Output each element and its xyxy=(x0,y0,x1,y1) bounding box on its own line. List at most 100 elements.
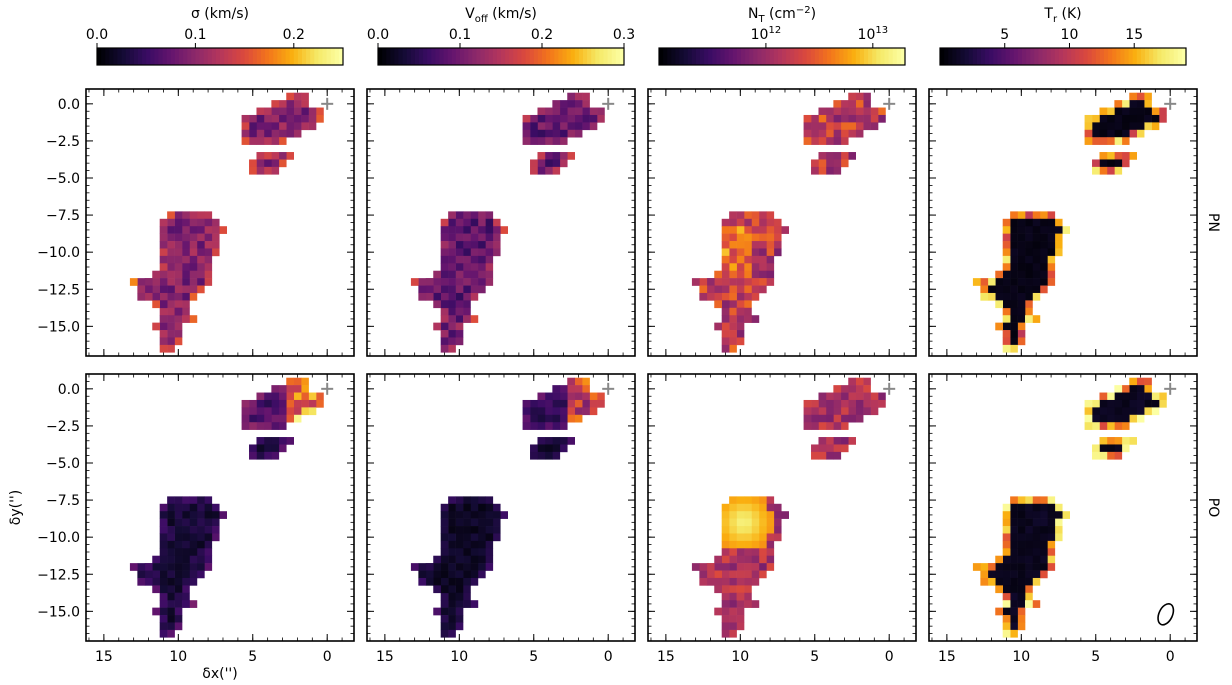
pixel xyxy=(818,152,827,160)
pixel xyxy=(1010,496,1018,505)
colorbar-segment xyxy=(509,48,514,65)
pixel xyxy=(455,241,464,249)
colorbar-frame xyxy=(377,47,625,66)
colorbar-segment xyxy=(261,48,266,65)
colorbar-segment xyxy=(293,48,299,65)
pixel xyxy=(1121,107,1130,116)
pixel xyxy=(729,607,737,616)
pixel xyxy=(271,422,280,430)
colorbar-segment xyxy=(273,48,278,65)
pixel xyxy=(736,263,745,272)
pixel xyxy=(1084,137,1093,145)
pixel xyxy=(433,585,441,594)
colorbar-segment xyxy=(386,48,391,65)
pixel xyxy=(987,577,996,586)
pixel xyxy=(448,248,456,257)
pixel xyxy=(729,211,737,220)
pixel xyxy=(758,496,767,505)
colorbar-segment xyxy=(782,48,787,65)
pixel xyxy=(721,226,730,234)
pixel xyxy=(1032,548,1041,557)
pixel xyxy=(729,322,737,331)
pixel xyxy=(736,518,745,527)
colorbar-segment xyxy=(798,48,803,65)
pixel xyxy=(159,285,168,294)
pixel xyxy=(744,218,752,227)
colorbar-segment xyxy=(566,48,572,65)
pixel xyxy=(574,114,583,123)
pixel xyxy=(189,233,198,242)
pixel xyxy=(144,563,153,571)
colorbar-segment xyxy=(765,48,771,65)
pixel xyxy=(574,377,583,386)
pixel xyxy=(559,152,568,160)
pixel xyxy=(241,422,250,430)
pixel xyxy=(736,592,745,601)
pixel xyxy=(167,300,175,309)
pixel xyxy=(848,385,856,393)
pixel xyxy=(1010,300,1018,309)
pixel xyxy=(167,570,175,579)
pixel xyxy=(167,615,175,623)
pixel xyxy=(729,233,737,242)
pixel xyxy=(1114,437,1123,445)
pixel xyxy=(271,152,280,160)
pixel xyxy=(167,344,175,353)
pixel xyxy=(818,414,827,423)
pixel xyxy=(758,548,767,557)
pixel xyxy=(211,511,220,519)
pixel xyxy=(552,122,561,131)
pixel xyxy=(825,114,834,123)
pixel xyxy=(537,122,546,131)
pixel xyxy=(855,122,864,131)
pixel xyxy=(721,270,730,279)
pixel xyxy=(492,248,501,257)
pixel xyxy=(870,399,879,408)
colorbar-segment xyxy=(533,48,539,65)
pixel xyxy=(174,307,183,316)
pixel xyxy=(1129,107,1137,116)
pixel xyxy=(530,451,538,460)
pixel xyxy=(818,399,827,408)
pixel xyxy=(1017,248,1026,257)
pixel xyxy=(455,300,464,309)
pixel xyxy=(308,114,317,123)
row-label: PO xyxy=(1205,498,1221,517)
pixel xyxy=(1062,226,1070,234)
pixel xyxy=(1144,385,1152,393)
pixel xyxy=(1017,526,1026,534)
pixel xyxy=(1121,122,1130,131)
colorbar-segment xyxy=(1145,48,1150,65)
pixel xyxy=(848,114,856,123)
pixel xyxy=(500,511,508,519)
pixel xyxy=(448,622,456,631)
colorbar-segment xyxy=(174,48,180,65)
pixel xyxy=(152,278,160,286)
pixel xyxy=(204,218,213,227)
colorbar-segment xyxy=(724,48,730,65)
pixel xyxy=(1032,218,1041,227)
pixel xyxy=(1092,166,1100,175)
pixel xyxy=(455,315,464,323)
pixel xyxy=(485,533,494,542)
pixel xyxy=(1159,392,1167,401)
pixel xyxy=(1106,451,1115,460)
pixel xyxy=(1121,444,1130,453)
pixel xyxy=(1144,122,1152,131)
pixel xyxy=(278,444,287,453)
colorbar-segment xyxy=(749,48,754,65)
pixel xyxy=(278,107,287,116)
pixel xyxy=(729,563,737,571)
pixel xyxy=(1002,322,1011,331)
pixel xyxy=(1002,555,1011,564)
pixel xyxy=(751,255,760,264)
pixel xyxy=(1106,152,1115,160)
pixel xyxy=(758,255,767,264)
colorbar-segment xyxy=(972,48,978,65)
pixel xyxy=(589,122,598,131)
pixel xyxy=(1092,129,1100,138)
pixel xyxy=(544,444,553,453)
x-tick-label: 10 xyxy=(1012,649,1030,665)
pixel xyxy=(159,615,168,623)
colorbar-segment xyxy=(872,48,877,65)
